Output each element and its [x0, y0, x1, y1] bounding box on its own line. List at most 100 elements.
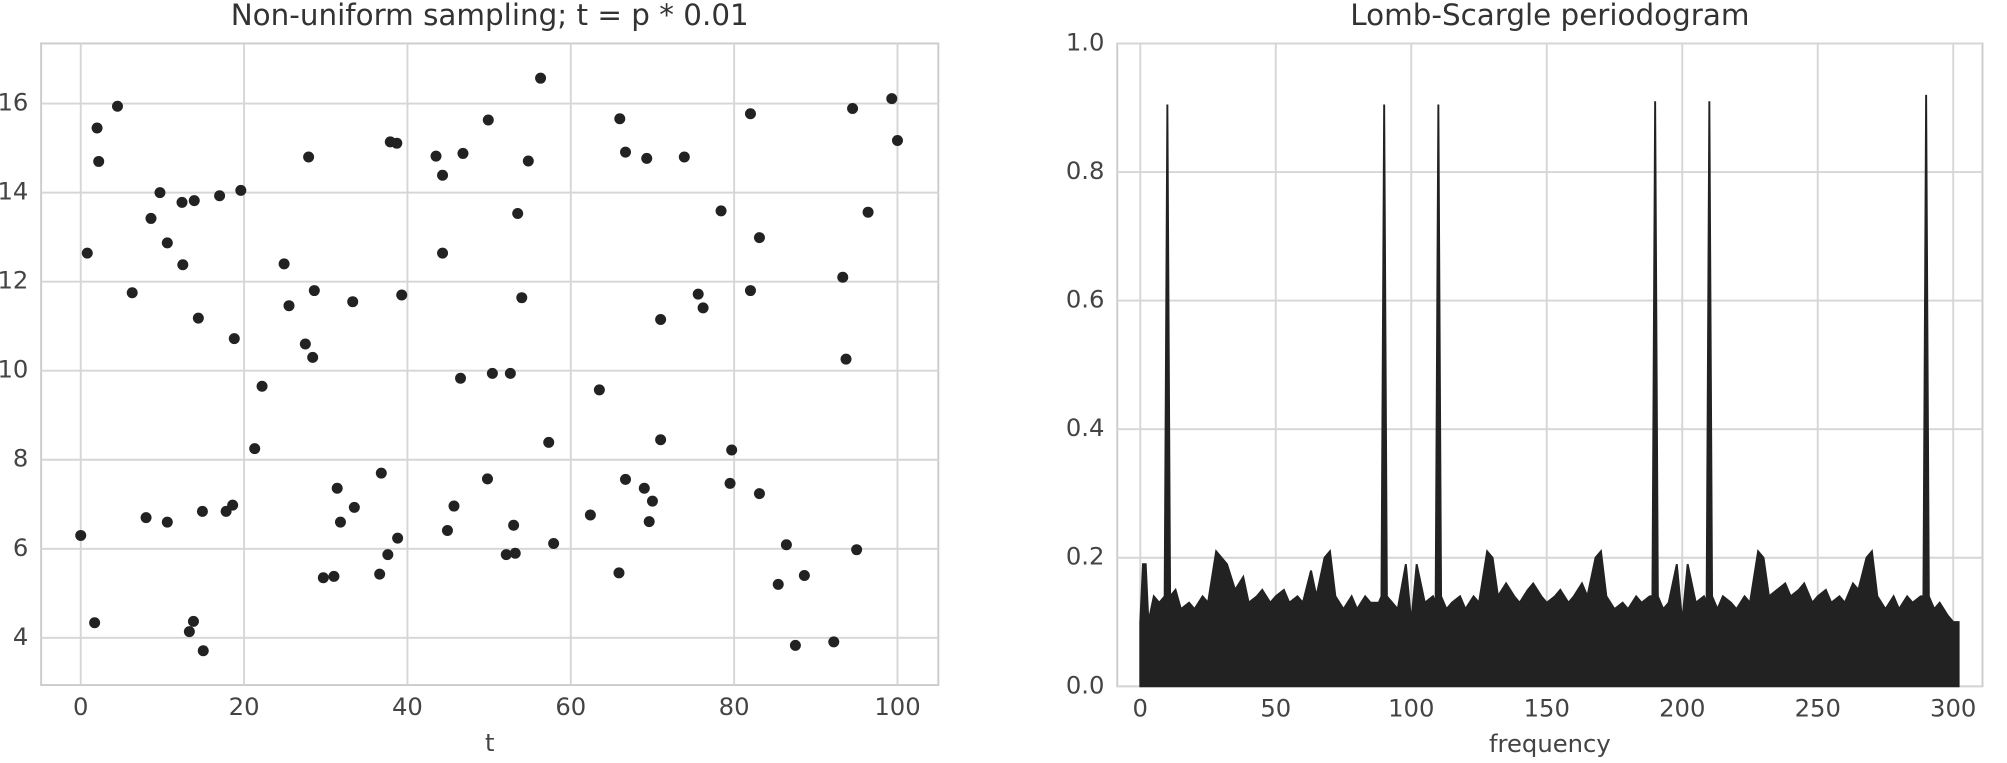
y-tick-label: 0.4	[1066, 413, 1105, 442]
data-point	[196, 505, 208, 517]
data-point	[441, 525, 453, 537]
x-tick-label: 100	[1388, 693, 1434, 722]
data-point	[111, 100, 123, 112]
data-point	[593, 384, 605, 396]
data-point	[348, 501, 360, 513]
data-point	[726, 444, 738, 456]
data-point	[646, 495, 658, 507]
data-point	[847, 102, 859, 114]
data-point	[81, 247, 93, 259]
data-point	[481, 473, 493, 485]
data-point	[75, 529, 87, 541]
x-tick-label: 40	[392, 692, 423, 721]
data-point	[891, 135, 903, 147]
data-point	[455, 372, 467, 384]
data-point	[227, 499, 239, 511]
data-point	[678, 151, 690, 163]
area	[1139, 94, 1960, 688]
data-point	[375, 467, 387, 479]
data-point	[437, 247, 449, 259]
y-tick-label: 6	[13, 533, 28, 562]
data-point	[543, 436, 555, 448]
data-point	[724, 477, 736, 489]
data-point	[328, 570, 340, 582]
data-point	[334, 516, 346, 528]
data-point	[482, 114, 494, 126]
data-point	[522, 155, 534, 167]
y-tick-label: 14	[0, 177, 28, 206]
data-point	[331, 482, 343, 494]
x-tick-label: 0	[73, 692, 88, 721]
data-point	[535, 72, 547, 84]
data-point	[828, 636, 840, 648]
data-point	[347, 296, 359, 308]
data-point	[744, 285, 756, 297]
x-tick-label: 100	[874, 692, 920, 721]
data-point	[283, 300, 295, 312]
data-point	[789, 639, 801, 651]
y-tick-label: 4	[13, 622, 28, 651]
data-point	[548, 537, 560, 549]
data-point	[187, 615, 199, 627]
data-point	[140, 512, 152, 524]
y-tick-label: 0.0	[1066, 670, 1105, 699]
data-point	[317, 572, 329, 584]
data-point	[780, 539, 792, 551]
data-point	[430, 150, 442, 162]
x-tick-label: 50	[1260, 693, 1291, 722]
data-point	[504, 367, 516, 379]
data-point	[486, 367, 498, 379]
y-tick-label: 16	[0, 88, 28, 117]
data-point	[772, 578, 784, 590]
data-point	[214, 190, 226, 202]
data-point	[638, 482, 650, 494]
data-point	[145, 212, 157, 224]
data-point	[620, 473, 632, 485]
data-point	[851, 544, 863, 556]
x-axis-label: frequency	[1489, 729, 1611, 758]
data-point	[512, 208, 524, 220]
data-point	[91, 122, 103, 134]
data-point	[516, 292, 528, 304]
data-point	[176, 196, 188, 208]
data-point	[374, 568, 386, 580]
y-tick-label: 8	[13, 444, 28, 473]
data-point	[753, 232, 765, 244]
y-tick-label: 12	[0, 266, 28, 295]
x-tick-label: 200	[1659, 693, 1705, 722]
data-point	[509, 547, 521, 559]
data-point	[500, 549, 512, 561]
data-point	[299, 338, 311, 350]
data-point	[886, 93, 898, 105]
data-point	[437, 169, 449, 181]
data-point	[840, 353, 852, 365]
data-point	[183, 626, 195, 638]
data-point	[278, 258, 290, 270]
y-tick-label: 0.8	[1066, 156, 1105, 185]
y-tick-label: 10	[0, 355, 28, 384]
data-point	[655, 314, 667, 325]
data-point	[584, 509, 596, 521]
data-point	[161, 237, 173, 249]
data-point	[256, 380, 268, 392]
data-point	[154, 187, 166, 199]
data-point	[177, 259, 189, 271]
x-axis-label: t	[485, 728, 495, 757]
plot-frame	[40, 42, 940, 686]
data-point	[197, 645, 209, 657]
data-point	[382, 549, 394, 561]
data-point	[744, 108, 756, 120]
x-tick-label: 250	[1795, 693, 1841, 722]
data-point	[837, 271, 849, 283]
data-point	[392, 532, 404, 544]
data-point	[391, 137, 403, 149]
data-point	[308, 285, 320, 297]
data-point	[396, 289, 408, 301]
data-point	[448, 500, 460, 512]
data-point	[641, 152, 653, 164]
data-point	[89, 617, 101, 629]
x-tick-label: 300	[1930, 693, 1976, 722]
chart-title: Lomb-Scargle periodogram	[1350, 0, 1749, 32]
